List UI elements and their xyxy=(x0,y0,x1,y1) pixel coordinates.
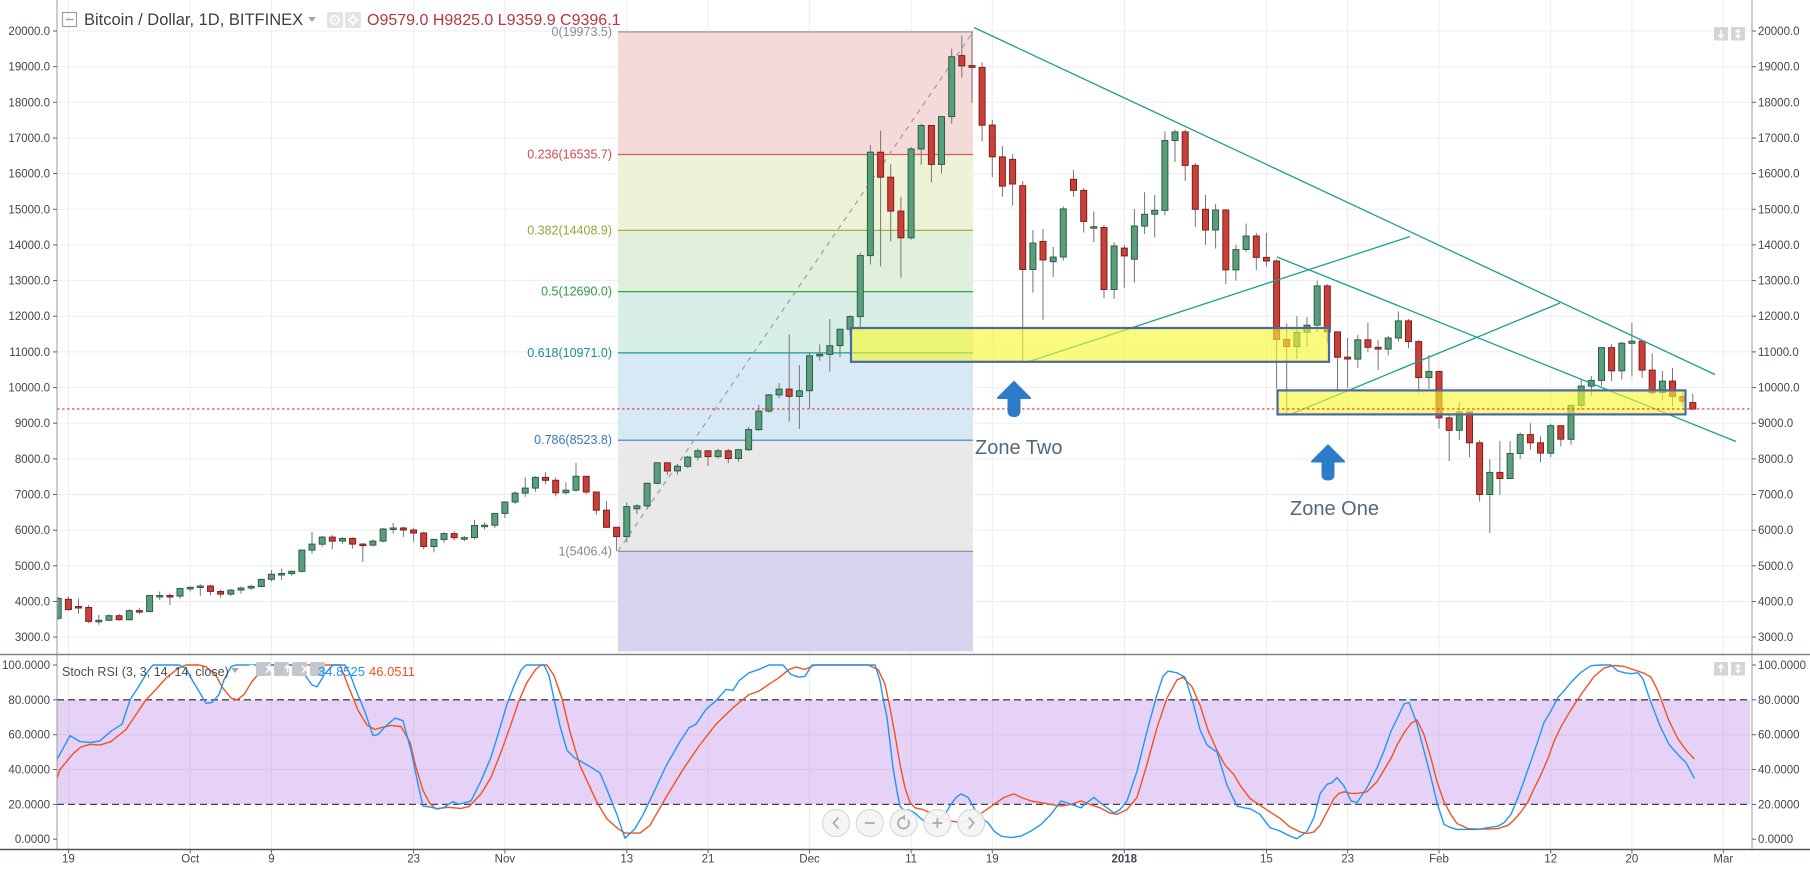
svg-text:6000.0: 6000.0 xyxy=(15,525,50,537)
svg-text:13: 13 xyxy=(620,854,633,866)
svg-text:0.786(8523.8): 0.786(8523.8) xyxy=(534,433,612,447)
svg-text:O9579.0 H9825.0 L9359.9 C93: O9579.0 H9825.0 L9359.9 C9396.1 xyxy=(367,12,621,29)
svg-text:14000.0: 14000.0 xyxy=(1758,240,1800,252)
svg-text:8000.0: 8000.0 xyxy=(1758,454,1793,466)
svg-text:4000.0: 4000.0 xyxy=(15,597,50,609)
svg-text:100.0000: 100.0000 xyxy=(1758,660,1806,672)
svg-text:Dec: Dec xyxy=(799,854,820,866)
svg-text:19000.0: 19000.0 xyxy=(8,62,50,74)
svg-text:17000.0: 17000.0 xyxy=(1758,133,1800,145)
svg-text:0.0000: 0.0000 xyxy=(15,834,50,846)
svg-text:3000.0: 3000.0 xyxy=(1758,632,1793,644)
svg-text:9000.0: 9000.0 xyxy=(15,418,50,430)
svg-text:20: 20 xyxy=(1626,854,1639,866)
svg-text:40.0000: 40.0000 xyxy=(8,765,50,777)
svg-text:7000.0: 7000.0 xyxy=(15,490,50,502)
svg-text:13000.0: 13000.0 xyxy=(8,276,50,288)
svg-text:8000.0: 8000.0 xyxy=(15,454,50,466)
svg-text:16000.0: 16000.0 xyxy=(1758,169,1800,181)
svg-text:12000.0: 12000.0 xyxy=(1758,311,1800,323)
svg-text:0.382(14408.9): 0.382(14408.9) xyxy=(527,223,612,237)
svg-text:23: 23 xyxy=(407,854,420,866)
svg-text:0.618(10971.0): 0.618(10971.0) xyxy=(527,346,612,360)
svg-text:0.0000: 0.0000 xyxy=(1758,834,1793,846)
svg-text:11: 11 xyxy=(905,854,917,866)
svg-text:23: 23 xyxy=(1341,854,1354,866)
svg-text:Zone Two: Zone Two xyxy=(975,437,1062,459)
svg-text:10000.0: 10000.0 xyxy=(8,383,50,395)
svg-text:Bitcoin / Dollar, 1D, BITFINEX: Bitcoin / Dollar, 1D, BITFINEX xyxy=(84,11,303,29)
svg-text:3000.0: 3000.0 xyxy=(15,632,50,644)
svg-text:9000.0: 9000.0 xyxy=(1758,418,1793,430)
svg-text:80.0000: 80.0000 xyxy=(8,695,50,707)
svg-text:100.0000: 100.0000 xyxy=(2,660,50,672)
svg-text:4000.0: 4000.0 xyxy=(1758,597,1793,609)
svg-text:19: 19 xyxy=(62,854,75,866)
svg-text:15000.0: 15000.0 xyxy=(1758,204,1800,216)
svg-text:7000.0: 7000.0 xyxy=(1758,490,1793,502)
svg-text:80.0000: 80.0000 xyxy=(1758,695,1800,707)
svg-text:20000.0: 20000.0 xyxy=(8,26,50,38)
svg-text:60.0000: 60.0000 xyxy=(1758,730,1800,742)
svg-text:13000.0: 13000.0 xyxy=(1758,276,1800,288)
svg-text:20.0000: 20.0000 xyxy=(1758,799,1800,811)
svg-text:10000.0: 10000.0 xyxy=(1758,383,1800,395)
svg-text:15: 15 xyxy=(1260,854,1273,866)
svg-text:15000.0: 15000.0 xyxy=(8,204,50,216)
svg-text:0.5(12690.0): 0.5(12690.0) xyxy=(541,285,612,299)
svg-text:14000.0: 14000.0 xyxy=(8,240,50,252)
svg-text:19: 19 xyxy=(986,854,999,866)
svg-text:Zone One: Zone One xyxy=(1290,498,1379,520)
svg-text:11000.0: 11000.0 xyxy=(9,347,50,359)
svg-text:18000.0: 18000.0 xyxy=(8,97,50,109)
svg-text:11000.0: 11000.0 xyxy=(1758,347,1799,359)
svg-text:46.0511: 46.0511 xyxy=(369,664,415,679)
svg-text:9: 9 xyxy=(268,854,274,866)
svg-text:2018: 2018 xyxy=(1112,854,1138,866)
svg-text:40.0000: 40.0000 xyxy=(1758,765,1800,777)
svg-text:20000.0: 20000.0 xyxy=(1758,26,1800,38)
svg-text:6000.0: 6000.0 xyxy=(1758,525,1793,537)
svg-text:Mar: Mar xyxy=(1713,854,1733,866)
svg-text:5000.0: 5000.0 xyxy=(15,561,50,573)
svg-text:21: 21 xyxy=(702,854,715,866)
svg-text:0(19973.5): 0(19973.5) xyxy=(552,25,612,39)
svg-text:18000.0: 18000.0 xyxy=(1758,97,1800,109)
svg-text:20.0000: 20.0000 xyxy=(8,799,50,811)
svg-text:5000.0: 5000.0 xyxy=(1758,561,1793,573)
svg-text:Stoch RSI (3, 3, 14, 14, close: Stoch RSI (3, 3, 14, 14, close) xyxy=(62,665,229,679)
svg-text:12: 12 xyxy=(1544,854,1557,866)
svg-text:12000.0: 12000.0 xyxy=(8,311,50,323)
svg-text:1(5406.4): 1(5406.4) xyxy=(558,544,612,558)
svg-text:Oct: Oct xyxy=(181,854,200,866)
svg-text:Nov: Nov xyxy=(495,854,516,866)
svg-text:17000.0: 17000.0 xyxy=(8,133,50,145)
svg-text:16000.0: 16000.0 xyxy=(8,169,50,181)
svg-text:0.236(16535.7): 0.236(16535.7) xyxy=(527,148,612,162)
svg-text:Feb: Feb xyxy=(1429,854,1449,866)
svg-text:60.0000: 60.0000 xyxy=(8,730,50,742)
svg-text:34.8525: 34.8525 xyxy=(318,664,365,679)
svg-text:19000.0: 19000.0 xyxy=(1758,62,1800,74)
